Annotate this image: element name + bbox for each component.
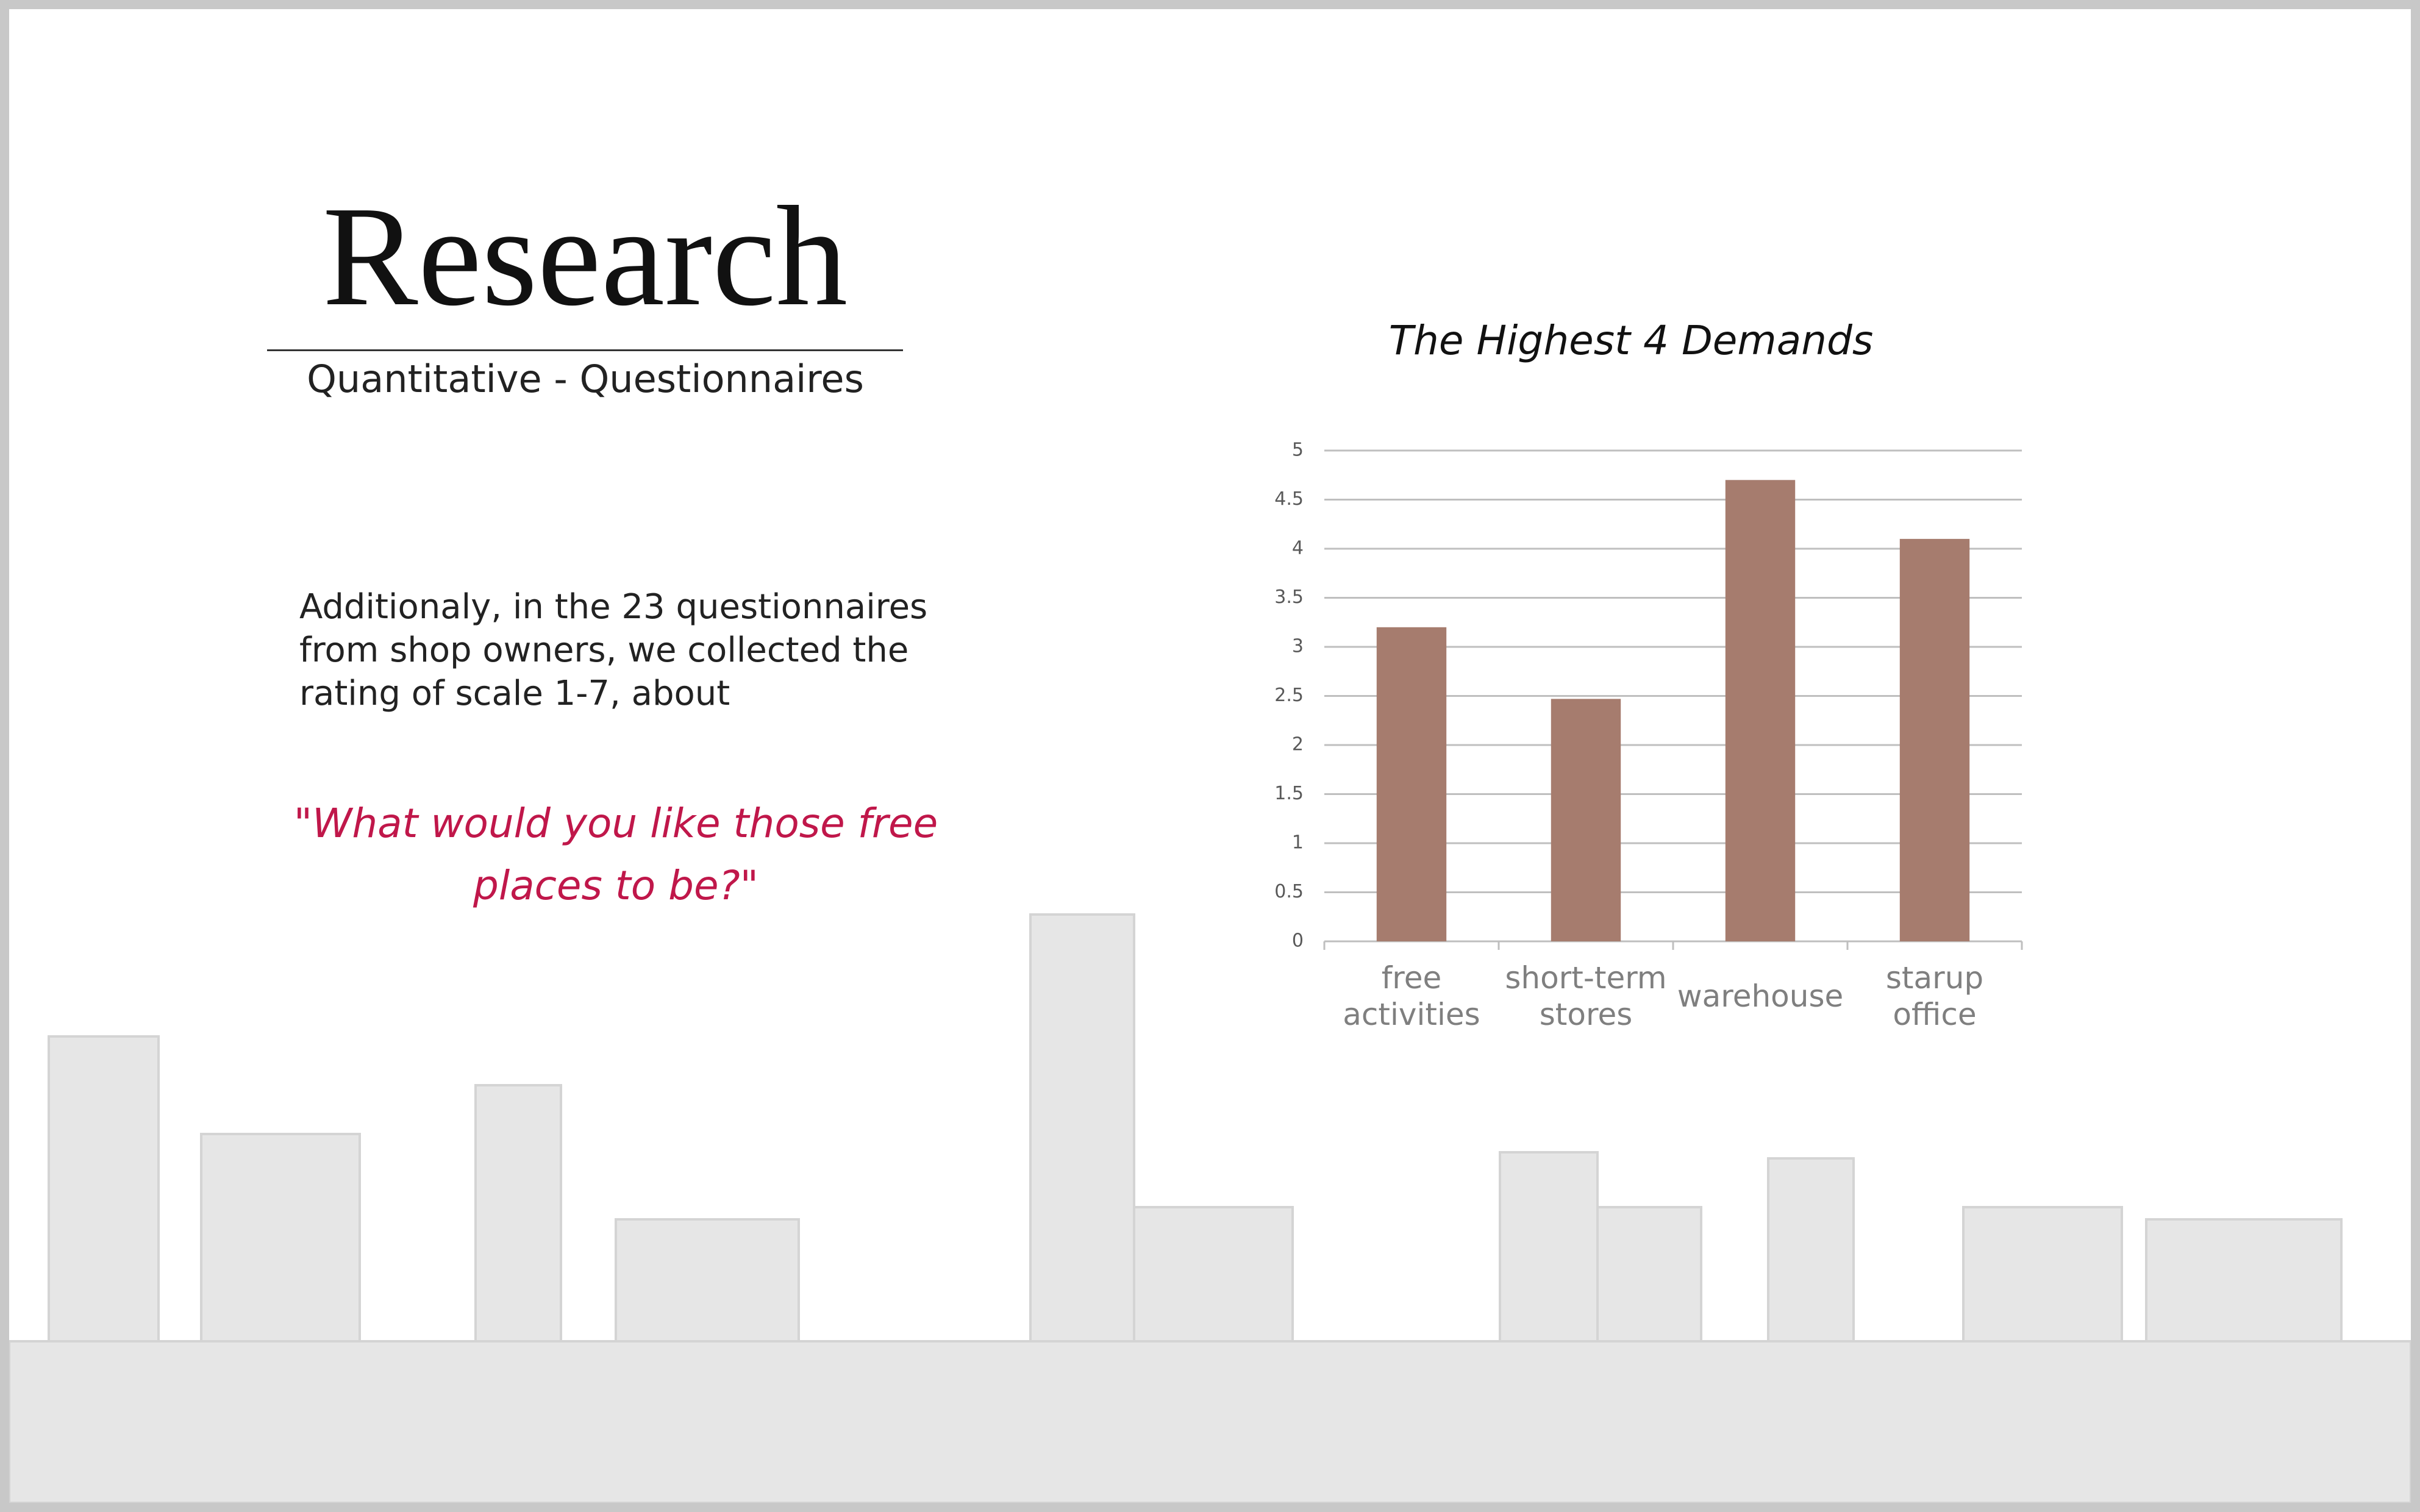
- y-tick-label: 0.5: [1274, 881, 1304, 902]
- chart-title: The Highest 4 Demands: [1388, 317, 1874, 364]
- bar: [1899, 538, 1970, 941]
- y-tick-label: 0: [1292, 930, 1304, 952]
- title: Research: [322, 177, 848, 335]
- y-tick-label: 1: [1292, 832, 1304, 854]
- bar: [1376, 627, 1447, 941]
- x-tick-label: starup office: [1885, 960, 1984, 1032]
- quote: "What would you like those free places t…: [293, 800, 938, 909]
- body-text: Additionaly, in the 23 questionnaires fr…: [299, 587, 928, 713]
- y-tick-label: 4.5: [1274, 488, 1304, 510]
- title-rule: [267, 349, 903, 351]
- y-tick-label: 3.5: [1274, 587, 1304, 608]
- subtitle: Quantitative - Questionnaires: [307, 357, 864, 401]
- y-tick-label: 4: [1292, 538, 1304, 559]
- bar: [1725, 480, 1796, 941]
- x-tick-label: free activities: [1343, 960, 1480, 1032]
- x-tick-label: short-term stores: [1505, 960, 1667, 1032]
- y-tick-label: 1.5: [1274, 783, 1304, 804]
- y-tick-label: 3: [1292, 636, 1304, 657]
- y-tick-label: 2.5: [1274, 685, 1304, 706]
- x-tick-label: warehouse: [1677, 979, 1844, 1014]
- y-tick-label: 5: [1292, 440, 1304, 461]
- y-tick-label: 2: [1292, 734, 1304, 755]
- skyline: [8, 913, 2412, 1504]
- bar: [1551, 699, 1621, 941]
